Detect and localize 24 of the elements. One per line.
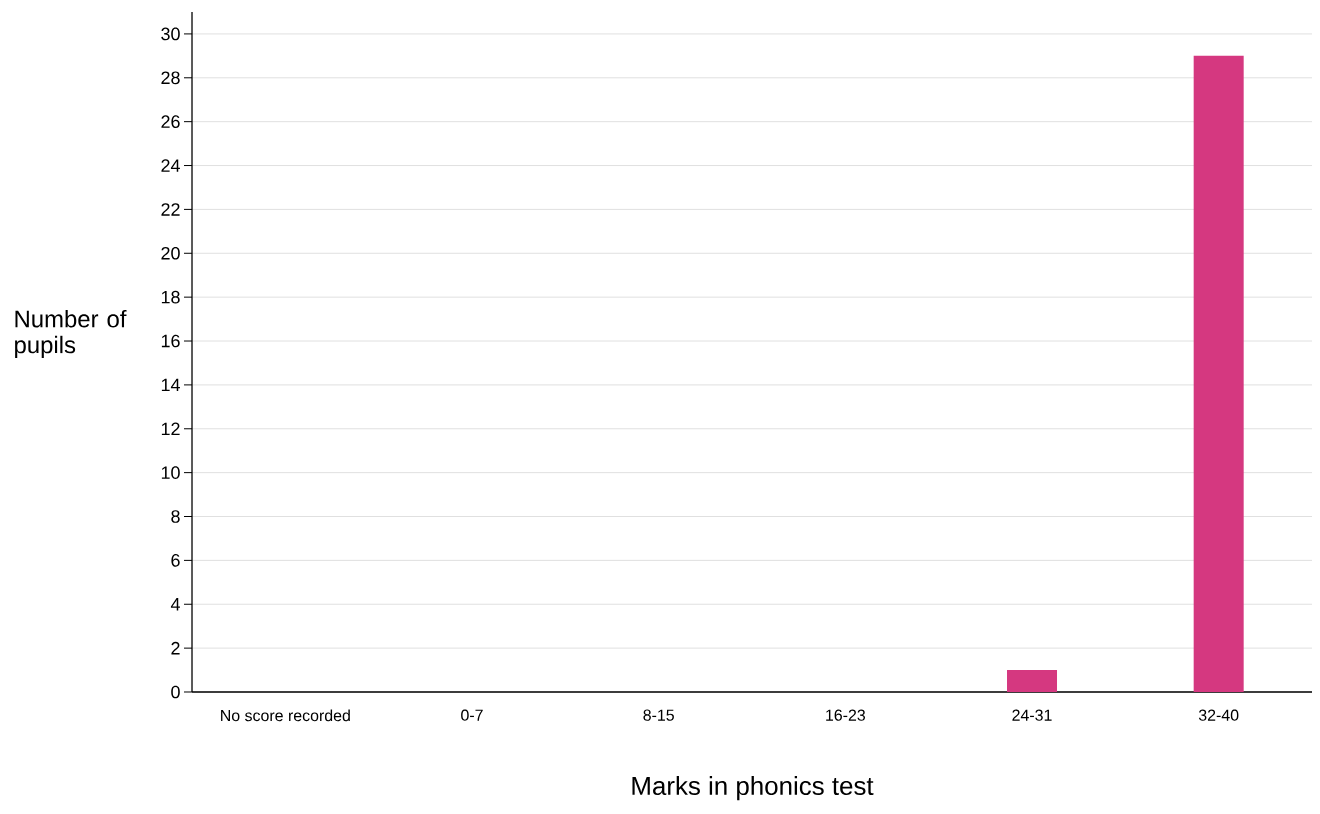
- y-tick-label: 16: [161, 334, 180, 348]
- y-tick-label: 28: [161, 71, 180, 85]
- y-tick-label: 14: [161, 378, 180, 392]
- x-tick-label: 32-40: [1198, 709, 1239, 721]
- y-tick-label: 26: [161, 115, 180, 129]
- y-tick-label: 30: [161, 27, 180, 41]
- y-tick-label: 24: [161, 159, 180, 172]
- x-tick-label: 0-7: [461, 709, 483, 721]
- y-tick-label: 2: [171, 641, 180, 655]
- y-tick-label: 22: [161, 203, 180, 216]
- x-tick-label: No score recorded: [221, 709, 350, 722]
- y-tick-label: 6: [171, 554, 180, 567]
- x-tick-label: 16-23: [826, 709, 866, 721]
- y-axis-title: Number of pupils: [15, 309, 127, 359]
- y-tick-label: 18: [161, 290, 180, 304]
- x-axis-title: Marks in phonics test: [632, 776, 874, 801]
- x-tick-label: 24-31: [1012, 709, 1052, 721]
- y-tick-label: 10: [161, 466, 180, 479]
- y-tick-label: 8: [171, 510, 180, 523]
- y-tick-label: 0: [171, 685, 180, 699]
- y-tick-label: 4: [170, 598, 180, 611]
- y-tick-label: 20: [161, 246, 180, 260]
- x-tick-label: 8-15: [643, 709, 674, 721]
- y-tick-label: 12: [161, 422, 180, 436]
